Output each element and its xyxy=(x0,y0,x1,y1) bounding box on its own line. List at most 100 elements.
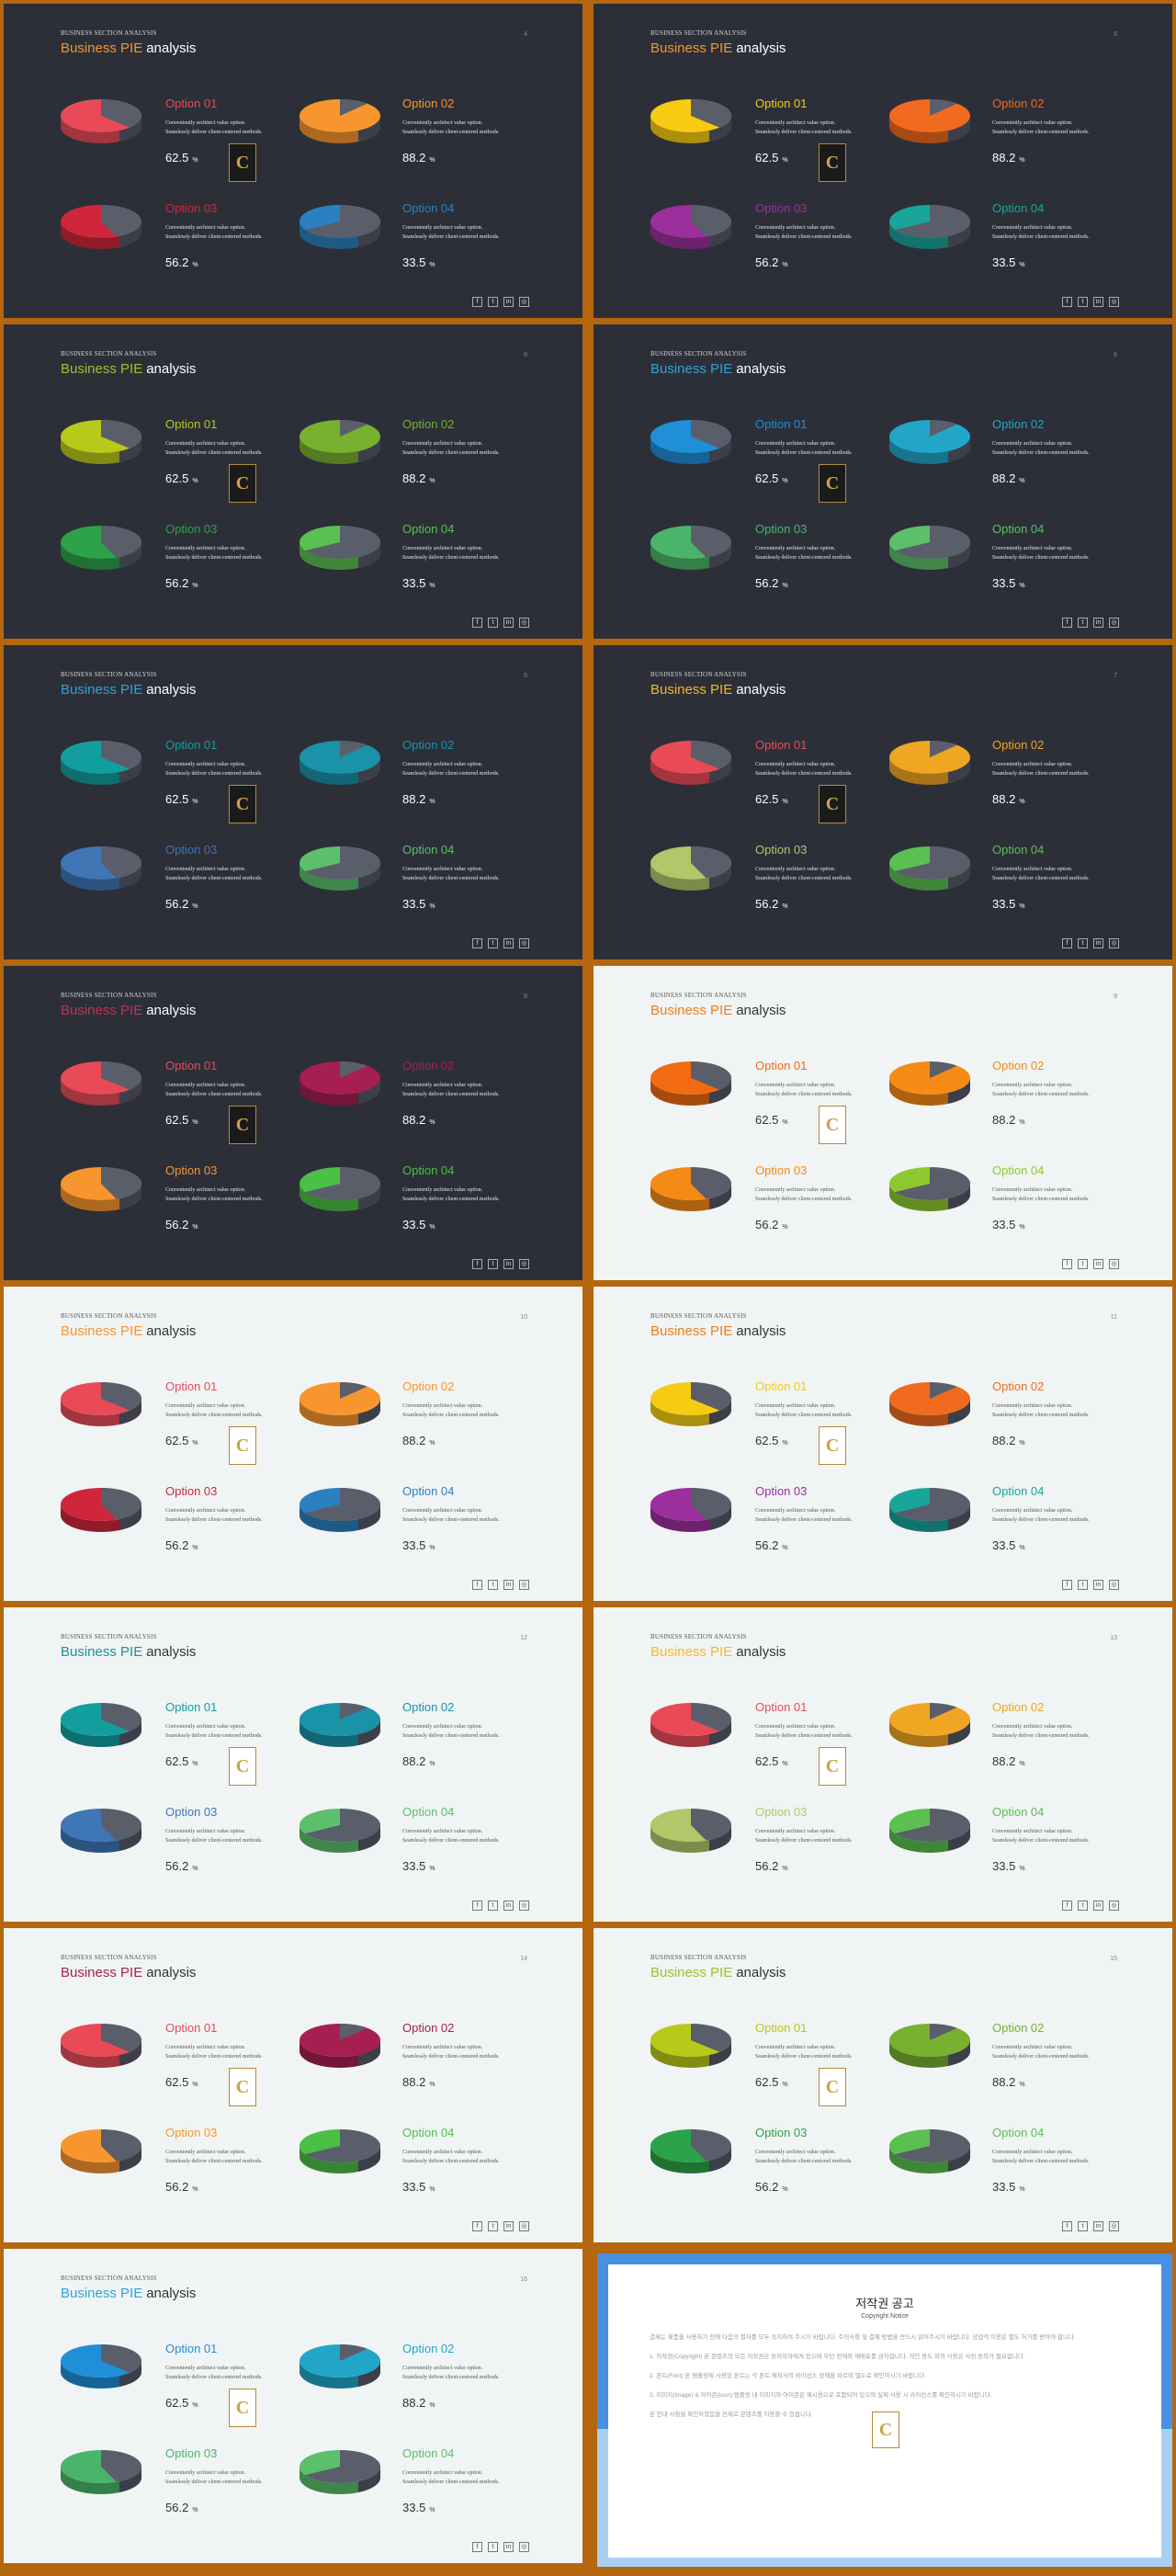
twitter-icon[interactable]: t xyxy=(488,618,498,628)
instagram-icon[interactable]: ◎ xyxy=(519,2542,529,2552)
linkedin-icon[interactable]: in xyxy=(503,2221,514,2231)
option-value: 56.2% xyxy=(755,1538,788,1552)
slide-title: Business PIE analysis xyxy=(650,1965,786,1980)
linkedin-icon[interactable]: in xyxy=(503,2542,514,2552)
option-label: Option 04 xyxy=(402,201,455,215)
facebook-icon[interactable]: f xyxy=(472,1580,482,1590)
linkedin-icon[interactable]: in xyxy=(503,1259,514,1269)
option-description: Conveniently architect value option. Seam… xyxy=(755,760,893,778)
linkedin-icon[interactable]: in xyxy=(503,1580,514,1590)
title-accent: Business PIE xyxy=(650,361,733,377)
option-block: Option 03 Conveniently architect value op… xyxy=(755,522,893,562)
linkedin-icon[interactable]: in xyxy=(1093,1901,1103,1911)
instagram-icon[interactable]: ◎ xyxy=(1109,1580,1119,1590)
facebook-icon[interactable]: f xyxy=(472,1259,482,1269)
facebook-icon[interactable]: f xyxy=(472,1901,482,1911)
linkedin-icon[interactable]: in xyxy=(1093,938,1103,948)
facebook-icon[interactable]: f xyxy=(472,2542,482,2552)
twitter-icon[interactable]: t xyxy=(1078,1259,1088,1269)
option-label: Option 04 xyxy=(402,1484,455,1498)
pie-chart xyxy=(300,1382,380,1426)
instagram-icon[interactable]: ◎ xyxy=(519,938,529,948)
linkedin-icon[interactable]: in xyxy=(1093,1259,1103,1269)
linkedin-icon[interactable]: in xyxy=(503,938,514,948)
description-line: Seamlessly deliver client-centered metho… xyxy=(992,130,1090,135)
instagram-icon[interactable]: ◎ xyxy=(1109,1901,1119,1911)
pie-chart xyxy=(889,1488,970,1532)
instagram-icon[interactable]: ◎ xyxy=(1109,297,1119,307)
brand-logo: C xyxy=(819,1426,846,1465)
facebook-icon[interactable]: f xyxy=(1062,938,1072,948)
description-line: Seamlessly deliver client-centered metho… xyxy=(165,2375,263,2380)
twitter-icon[interactable]: t xyxy=(488,1580,498,1590)
facebook-icon[interactable]: f xyxy=(1062,1259,1072,1269)
instagram-icon[interactable]: ◎ xyxy=(1109,938,1119,948)
linkedin-icon[interactable]: in xyxy=(503,297,514,307)
twitter-icon[interactable]: t xyxy=(488,297,498,307)
option-block: Option 01 Conveniently architect value op… xyxy=(755,1700,893,1741)
option-label: Option 02 xyxy=(402,738,455,752)
pie-chart xyxy=(650,526,731,570)
option-value: 56.2% xyxy=(755,2180,788,2194)
twitter-icon[interactable]: t xyxy=(1078,297,1088,307)
linkedin-icon[interactable]: in xyxy=(1093,2221,1103,2231)
linkedin-icon[interactable]: in xyxy=(1093,297,1103,307)
twitter-icon[interactable]: t xyxy=(1078,938,1088,948)
pie-chart-wrap xyxy=(888,2126,972,2177)
facebook-icon[interactable]: f xyxy=(472,938,482,948)
facebook-icon[interactable]: f xyxy=(1062,1580,1072,1590)
description-line: Conveniently architect value option. xyxy=(165,867,246,872)
option-block: Option 04 Conveniently architect value op… xyxy=(402,1163,540,1204)
facebook-icon[interactable]: f xyxy=(1062,1901,1072,1911)
title-plain: analysis xyxy=(736,40,786,56)
twitter-icon[interactable]: t xyxy=(488,1901,498,1911)
pie-chart xyxy=(61,846,142,891)
twitter-icon[interactable]: t xyxy=(488,2542,498,2552)
pie-slice-rest xyxy=(101,846,142,879)
twitter-icon[interactable]: t xyxy=(1078,2221,1088,2231)
instagram-icon[interactable]: ◎ xyxy=(1109,1259,1119,1269)
twitter-icon[interactable]: t xyxy=(1078,618,1088,628)
facebook-icon[interactable]: f xyxy=(472,618,482,628)
percent-sign: % xyxy=(192,1545,198,1551)
pie-side-rest xyxy=(357,2467,380,2493)
instagram-icon[interactable]: ◎ xyxy=(519,1901,529,1911)
twitter-icon[interactable]: t xyxy=(1078,1901,1088,1911)
instagram-icon[interactable]: ◎ xyxy=(519,618,529,628)
facebook-icon[interactable]: f xyxy=(1062,2221,1072,2231)
linkedin-icon[interactable]: in xyxy=(1093,618,1103,628)
option-label: Option 03 xyxy=(165,2126,218,2139)
slide: BUSINESS SECTION ANALYSIS Business PIE ana… xyxy=(594,645,1172,959)
pie-slice-rest xyxy=(691,741,731,769)
pie-side-rest xyxy=(119,1184,141,1210)
value-number: 56.2 xyxy=(165,897,189,911)
facebook-icon[interactable]: f xyxy=(1062,618,1072,628)
social-links: f t in ◎ xyxy=(1062,938,1119,948)
title-accent: Business PIE xyxy=(61,682,143,698)
linkedin-icon[interactable]: in xyxy=(1093,1580,1103,1590)
description-line: Seamlessly deliver client-centered metho… xyxy=(755,450,853,456)
pie-chart-wrap xyxy=(888,1163,972,1215)
facebook-icon[interactable]: f xyxy=(1062,297,1072,307)
linkedin-icon[interactable]: in xyxy=(503,618,514,628)
instagram-icon[interactable]: ◎ xyxy=(1109,618,1119,628)
description-line: Conveniently architect value option. xyxy=(165,1403,246,1409)
option-description: Conveniently architect value option. Seam… xyxy=(402,1722,540,1741)
percent-sign: % xyxy=(429,1224,435,1231)
description-line: Conveniently architect value option. xyxy=(402,1187,483,1193)
percent-sign: % xyxy=(192,157,198,164)
twitter-icon[interactable]: t xyxy=(1078,1580,1088,1590)
twitter-icon[interactable]: t xyxy=(488,938,498,948)
twitter-icon[interactable]: t xyxy=(488,2221,498,2231)
option-value: 33.5% xyxy=(402,897,435,911)
facebook-icon[interactable]: f xyxy=(472,2221,482,2231)
instagram-icon[interactable]: ◎ xyxy=(519,1259,529,1269)
linkedin-icon[interactable]: in xyxy=(503,1901,514,1911)
twitter-icon[interactable]: t xyxy=(488,1259,498,1269)
instagram-icon[interactable]: ◎ xyxy=(519,297,529,307)
instagram-icon[interactable]: ◎ xyxy=(1109,2221,1119,2231)
instagram-icon[interactable]: ◎ xyxy=(519,1580,529,1590)
instagram-icon[interactable]: ◎ xyxy=(519,2221,529,2231)
title-plain: analysis xyxy=(736,1644,786,1660)
facebook-icon[interactable]: f xyxy=(472,297,482,307)
